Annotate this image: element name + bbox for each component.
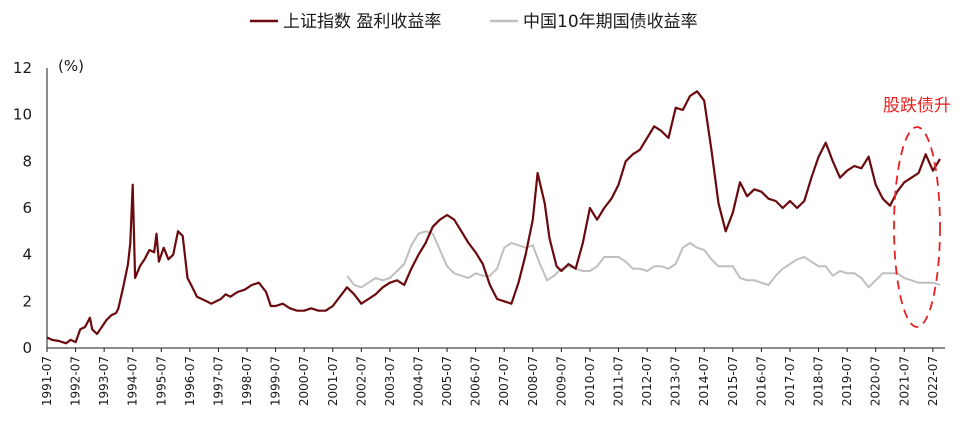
annotation-ellipse: [893, 126, 941, 328]
x-tick-label: 2014-07: [697, 356, 711, 406]
x-tick-label: 2018-07: [812, 356, 826, 406]
x-tick-label: 2022-07: [926, 356, 940, 406]
y-tick-label: 6: [22, 199, 32, 217]
x-tick-label: 2011-07: [612, 356, 626, 406]
x-tick-label: 2019-07: [840, 356, 854, 406]
x-tick-label: 1993-07: [97, 356, 111, 406]
y-tick-label: 8: [22, 152, 32, 170]
y-tick-label: 0: [22, 339, 32, 357]
x-tick-label: 2015-07: [726, 356, 740, 406]
x-tick-label: 2007-07: [497, 356, 511, 406]
x-tick-label: 2004-07: [411, 356, 425, 406]
y-tick-label: 2: [22, 292, 32, 310]
x-tick-label: 2020-07: [869, 356, 883, 406]
x-tick-label: 2009-07: [554, 356, 568, 406]
x-tick-label: 1997-07: [211, 356, 225, 406]
x-tick-label: 1992-07: [69, 356, 83, 406]
y-tick-label: 10: [13, 106, 32, 124]
legend-label-bond: 中国10年期国债收益率: [523, 12, 698, 32]
legend-label-stock: 上证指数 盈利收益率: [283, 12, 441, 32]
x-tick-label: 2021-07: [897, 356, 911, 406]
x-tick-label: 1999-07: [269, 356, 283, 406]
y-tick-label: 12: [13, 59, 32, 77]
x-tick-label: 2000-07: [297, 356, 311, 406]
x-tick-label: 1995-07: [154, 356, 168, 406]
x-tick-label: 2005-07: [440, 356, 454, 406]
x-tick-label: 1991-07: [40, 356, 54, 406]
x-tick-label: 2003-07: [383, 356, 397, 406]
x-tick-label: 2010-07: [583, 356, 597, 406]
x-tick-label: 2001-07: [326, 356, 340, 406]
legend: 上证指数 盈利收益率 中国10年期国债收益率: [250, 12, 698, 32]
x-tick-label: 1994-07: [126, 356, 140, 406]
y-unit-label: (%): [58, 57, 84, 75]
x-ticks: 1991-07 1992-07 1993-07 1994-07 1995-07 1996-…: [40, 348, 940, 406]
x-tick-label: 2008-07: [526, 356, 540, 406]
x-tick-label: 2012-07: [640, 356, 654, 406]
x-tick-label: 2016-07: [754, 356, 768, 406]
series-line-bond-yield: [346, 230, 941, 289]
y-tick-label: 4: [22, 246, 32, 264]
x-tick-label: 2017-07: [783, 356, 797, 406]
x-tick-label: 2002-07: [354, 356, 368, 406]
x-tick-label: 1996-07: [183, 356, 197, 406]
x-tick-label: 2013-07: [669, 356, 683, 406]
series-line-stock-earnings-yield: [46, 90, 941, 345]
annotation-label: 股跌债升: [883, 96, 951, 116]
y-ticks: 0 2 4 6 8 10 12: [13, 59, 32, 357]
x-tick-label: 2006-07: [469, 356, 483, 406]
x-tick-label: 1998-07: [240, 356, 254, 406]
